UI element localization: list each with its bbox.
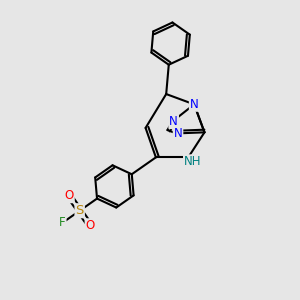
Text: S: S	[76, 204, 84, 217]
Text: O: O	[85, 219, 95, 232]
Text: N: N	[190, 98, 199, 111]
Text: N: N	[174, 127, 182, 140]
Text: NH: NH	[184, 155, 201, 168]
Text: F: F	[59, 216, 66, 230]
Text: O: O	[64, 189, 74, 202]
Text: N: N	[169, 115, 178, 128]
